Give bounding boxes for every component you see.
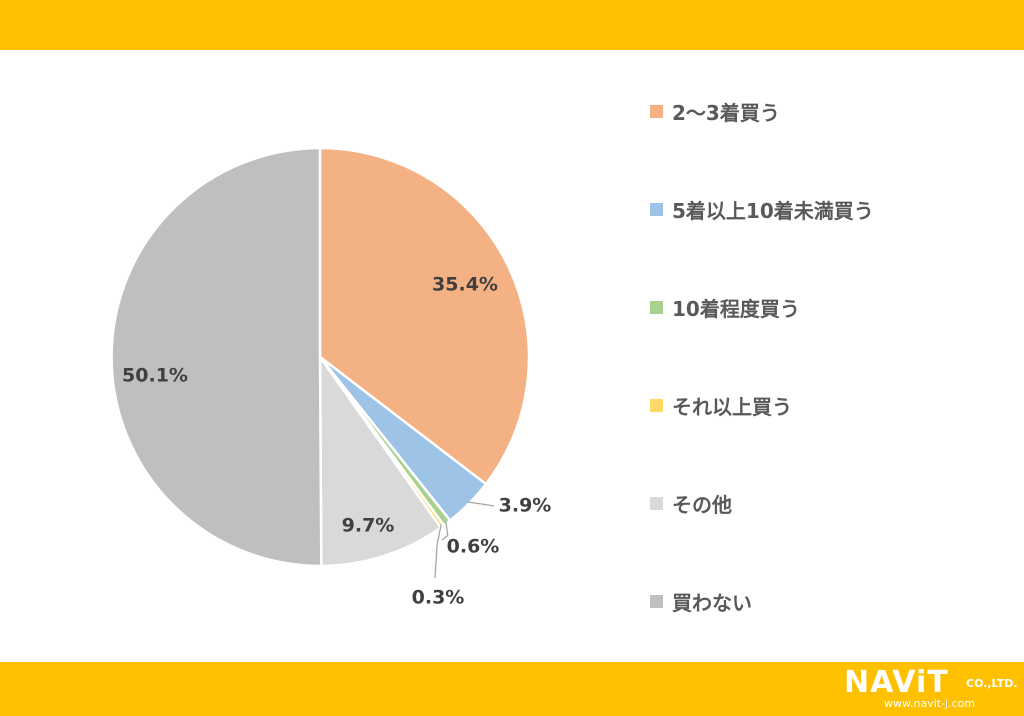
pie-slices xyxy=(110,146,531,568)
legend-swatch xyxy=(650,104,663,118)
leader-line xyxy=(467,501,495,507)
slice-2-3 xyxy=(318,146,531,486)
data-labels: 35.4% 3.9% 0.6% 0.3% 9.7% 50.1% xyxy=(122,274,551,609)
legend-label: 2～3着買う xyxy=(672,100,780,125)
legend-label: その他 xyxy=(672,492,732,517)
legend-swatch xyxy=(650,398,663,412)
logo-url: www.navit-j.com xyxy=(884,697,976,710)
legend-swatch xyxy=(650,202,663,216)
data-label: 35.4% xyxy=(432,274,498,296)
leader-lines xyxy=(434,501,495,579)
data-label: 0.6% xyxy=(447,536,500,558)
company-logo: NAViT CO.,LTD. www.navit-j.com xyxy=(844,665,1018,711)
legend-item-more: それ以上買う xyxy=(650,390,792,420)
logo-suffix: CO.,LTD. xyxy=(966,677,1018,690)
legend-label: 買わない xyxy=(672,590,752,615)
legend-item-2-3: 2～3着買う xyxy=(650,96,780,126)
legend-label: それ以上買う xyxy=(672,394,792,419)
slice-other xyxy=(318,353,443,568)
legend-item-not-buy: 買わない xyxy=(650,586,752,616)
legend-item-5-10: 5着以上10着未満買う xyxy=(650,194,874,224)
legend-swatch xyxy=(650,594,663,608)
leader-line xyxy=(441,521,449,541)
legend-label: 5着以上10着未満買う xyxy=(672,198,874,223)
data-label: 9.7% xyxy=(342,515,395,537)
data-label: 50.1% xyxy=(122,365,188,387)
legend-item-other: その他 xyxy=(650,488,732,518)
logo-mark: NAViT xyxy=(844,665,949,700)
legend-label: 10着程度買う xyxy=(672,296,800,321)
legend-swatch xyxy=(650,496,663,510)
data-label: 3.9% xyxy=(499,495,552,517)
data-label: 0.3% xyxy=(412,587,465,609)
slice-not-buy xyxy=(110,146,323,568)
bottom-banner xyxy=(0,662,1024,716)
leader-line xyxy=(434,524,442,579)
legend-item-about-10: 10着程度買う xyxy=(650,292,800,322)
legend-swatch xyxy=(650,300,663,314)
top-banner xyxy=(0,0,1024,50)
